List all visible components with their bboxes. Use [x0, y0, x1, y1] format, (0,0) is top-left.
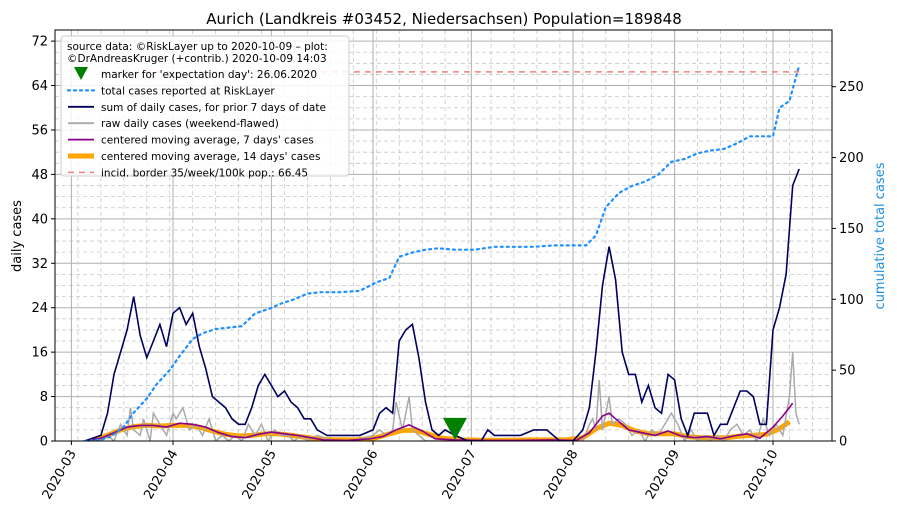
legend-label-border: incid. border 35/week/100k pop.: 66.45 [101, 167, 308, 179]
legend-label-marker: marker for 'expectation day': 26.06.2020 [101, 69, 317, 81]
y-left-tick-label: 48 [31, 168, 48, 183]
chart-title: Aurich (Landkreis #03452, Niedersachsen)… [206, 10, 681, 28]
y-left-tick-label: 24 [31, 301, 48, 316]
y-right-tick-label: 150 [839, 222, 864, 237]
series-layer [83, 64, 801, 441]
legend-label-cumulative: total cases reported at RiskLayer [101, 85, 275, 97]
y-right-tick-label: 250 [839, 80, 864, 95]
y-right-tick-label: 0 [839, 435, 847, 450]
series-line-raw [84, 352, 800, 441]
y-left-tick-label: 8 [40, 390, 48, 405]
y-right-tick-label: 100 [839, 293, 864, 308]
plot-frame [54, 29, 833, 442]
series-line-ma7 [84, 402, 794, 441]
y-right-tick-label: 200 [839, 151, 864, 166]
y-left-tick-label: 72 [31, 35, 48, 50]
source-note: source data: ©RiskLayer up to 2020-10-09… [67, 41, 328, 53]
y-right-tick-label: 50 [839, 364, 856, 379]
expectation-marker [442, 417, 467, 440]
legend-label-ma7: centered moving average, 7 days' cases [101, 135, 314, 147]
y-left-tick-label: 32 [31, 257, 48, 272]
legend-label-ma14: centered moving average, 14 days' cases [101, 151, 320, 163]
y-left-tick-label: 0 [40, 435, 48, 450]
source-note: ©DrAndreasKruger (+contrib.) 2020-10-09 … [67, 53, 327, 65]
series-line-sum7 [84, 168, 800, 441]
legend-label-raw: raw daily cases (weekend-flawed) [101, 118, 279, 130]
grid [54, 29, 832, 442]
y-left-tick-label: 40 [31, 212, 48, 227]
legend-swatch-marker [74, 67, 88, 80]
legend-box [60, 35, 350, 177]
y-left-tick-label: 56 [31, 123, 48, 138]
y-left-label: daily cases [10, 200, 25, 272]
legend: source data: ©RiskLayer up to 2020-10-09… [60, 35, 350, 179]
series-line-cumulative [83, 64, 801, 441]
y-right-label: cumulative total cases [873, 162, 888, 309]
y-left-tick-label: 16 [31, 346, 48, 361]
legend-label-sum7: sum of daily cases, for prior 7 days of … [101, 102, 326, 114]
y-left-tick-label: 64 [31, 79, 48, 94]
